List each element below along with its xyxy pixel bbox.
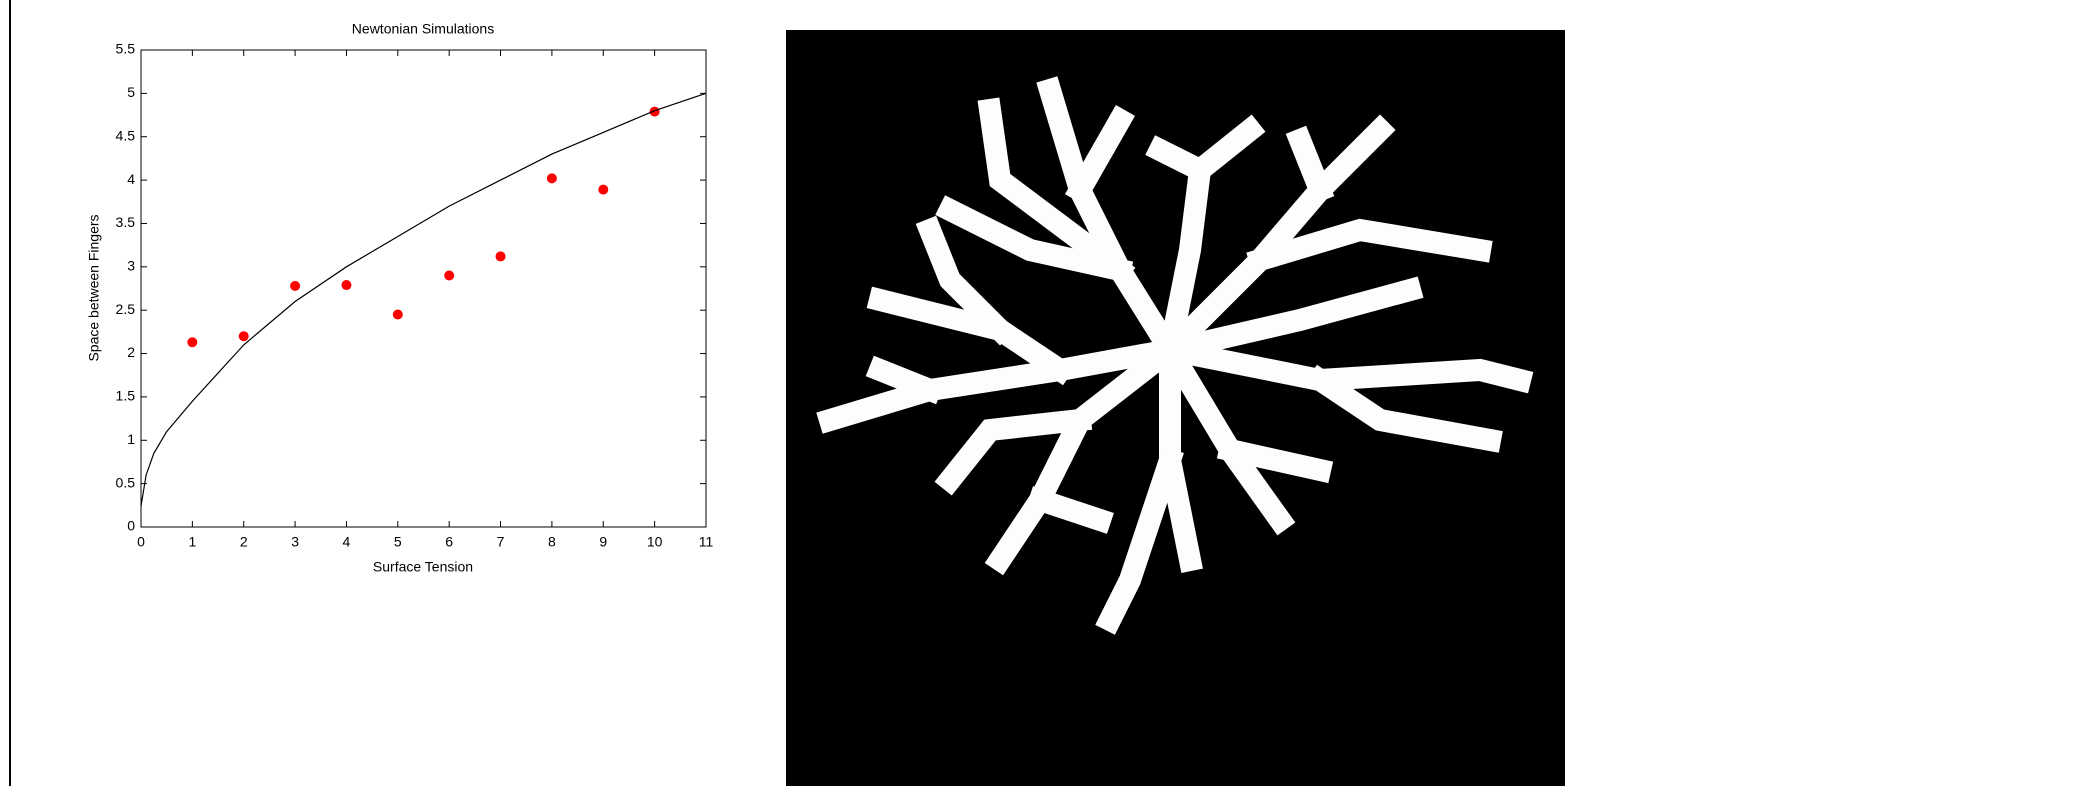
x-tick-label: 11 (699, 534, 714, 550)
x-tick-label: 9 (599, 534, 607, 550)
x-tick-label: 2 (240, 534, 248, 550)
x-tick-label: 3 (291, 534, 299, 550)
y-tick-label: 5.5 (116, 41, 136, 57)
fingering-image (786, 30, 1565, 786)
x-tick-label: 8 (548, 534, 556, 550)
x-tick-label: 6 (445, 534, 453, 550)
y-tick-label: 3.5 (116, 214, 136, 230)
y-tick-label: 1.5 (116, 388, 136, 404)
x-axis-label: Surface Tension (373, 559, 473, 575)
data-point (444, 270, 454, 280)
x-tick-label: 7 (497, 534, 505, 550)
plot-box (141, 50, 706, 527)
x-tick-label: 10 (647, 534, 663, 550)
data-point (393, 310, 403, 320)
data-point (496, 251, 506, 261)
x-tick-label: 0 (137, 534, 145, 550)
y-tick-label: 5 (127, 84, 135, 100)
y-tick-label: 1 (127, 431, 135, 447)
chart-title: Newtonian Simulations (352, 21, 494, 37)
y-tick-label: 2.5 (116, 301, 136, 317)
y-tick-label: 3 (127, 258, 135, 274)
y-tick-label: 0.5 (116, 474, 136, 490)
figure: Newtonian Simulations Surface Tension Sp… (0, 0, 2075, 786)
y-axis-label: Space between Fingers (86, 214, 102, 361)
data-point (547, 173, 557, 183)
x-tick-label: 5 (394, 534, 402, 550)
y-tick-label: 4 (127, 171, 135, 187)
x-tick-label: 1 (188, 534, 196, 550)
y-tick-label: 2 (127, 344, 135, 360)
data-point (598, 185, 608, 195)
data-point (290, 281, 300, 291)
x-tick-label: 4 (343, 534, 351, 550)
data-point (239, 331, 249, 341)
y-tick-label: 0 (127, 518, 135, 534)
data-point (341, 280, 351, 290)
y-tick-label: 4.5 (116, 127, 136, 143)
data-point (187, 337, 197, 347)
